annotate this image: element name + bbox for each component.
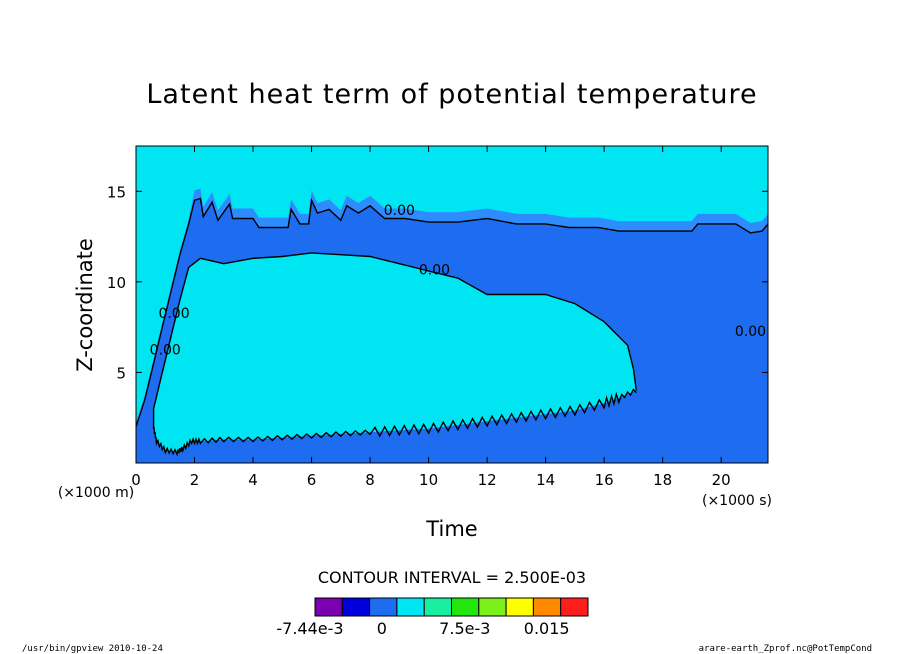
x-axis-unit: (×1000 s) [702,493,772,509]
plot-frame [135,145,769,464]
colorbar-swatch [478,597,507,617]
colorbar-swatch [423,597,453,617]
x-tick-label: 14 [536,471,555,489]
y-tick-label: 5 [116,364,126,382]
x-tick-label: 2 [190,471,200,489]
footer-right: arare-earth_Zprof.nc@PotTempCond [699,644,872,654]
x-tick-label: 6 [307,471,317,489]
y-axis-label: Z-coordinate [73,238,97,372]
contour-interval-text: CONTOUR INTERVAL = 2.500E-03 [318,568,586,587]
contour-line-upper [135,197,769,428]
colorbar-swatch [369,597,398,617]
contour-line-lower [152,388,637,457]
chart-title: Latent heat term of potential temperatur… [146,79,757,110]
contour-line-inner-top [152,252,637,409]
colorbar-tick-label: 0.015 [524,619,570,638]
colorbar-swatch [341,597,371,617]
x-tick-label: 20 [712,471,731,489]
contour-labels: 0.00 0.00 0.00 0.00 0.00 [150,203,766,358]
colorbar: -7.44e-3 0 7.5e-3 0.015 [276,597,589,638]
contour-label: 0.00 [158,306,189,322]
y-tick-label: 10 [107,274,126,292]
x-tick-label: 8 [365,471,375,489]
x-tick-label: 0 [131,471,141,489]
x-tick-label: 16 [595,471,614,489]
y-axis: 5 10 15 [107,183,768,382]
colorbar-tick-label: -7.44e-3 [276,619,343,638]
footer-left: /usr/bin/gpview 2010-10-24 [22,644,163,654]
x-axis-label: Time [425,517,477,541]
colorbar-swatch [396,597,425,617]
positive-island [153,252,637,453]
y-tick-label: 15 [107,183,126,201]
x-tick-label: 18 [653,471,672,489]
colorbar-swatch [532,597,562,617]
colorbar-swatch [505,597,534,617]
y-axis-unit: (×1000 m) [58,485,134,501]
colorbar-swatch [451,597,480,617]
x-tick-label: 10 [419,471,438,489]
x-tick-label: 12 [478,471,497,489]
plot-area: 0.00 0.00 0.00 0.00 0.00 [135,145,769,464]
colorbar-tick-label: 7.5e-3 [439,619,490,638]
contour-label: 0.00 [735,324,766,340]
contour-label: 0.00 [419,263,450,279]
contour-label: 0.00 [150,342,181,358]
contour-label: 0.00 [384,203,415,219]
colorbar-swatch [560,597,589,617]
colorbar-swatch [314,597,343,617]
x-tick-label: 4 [248,471,258,489]
colorbar-tick-label: 0 [377,619,387,638]
x-axis: 0 2 4 6 8 10 12 14 16 18 20 [131,146,731,489]
